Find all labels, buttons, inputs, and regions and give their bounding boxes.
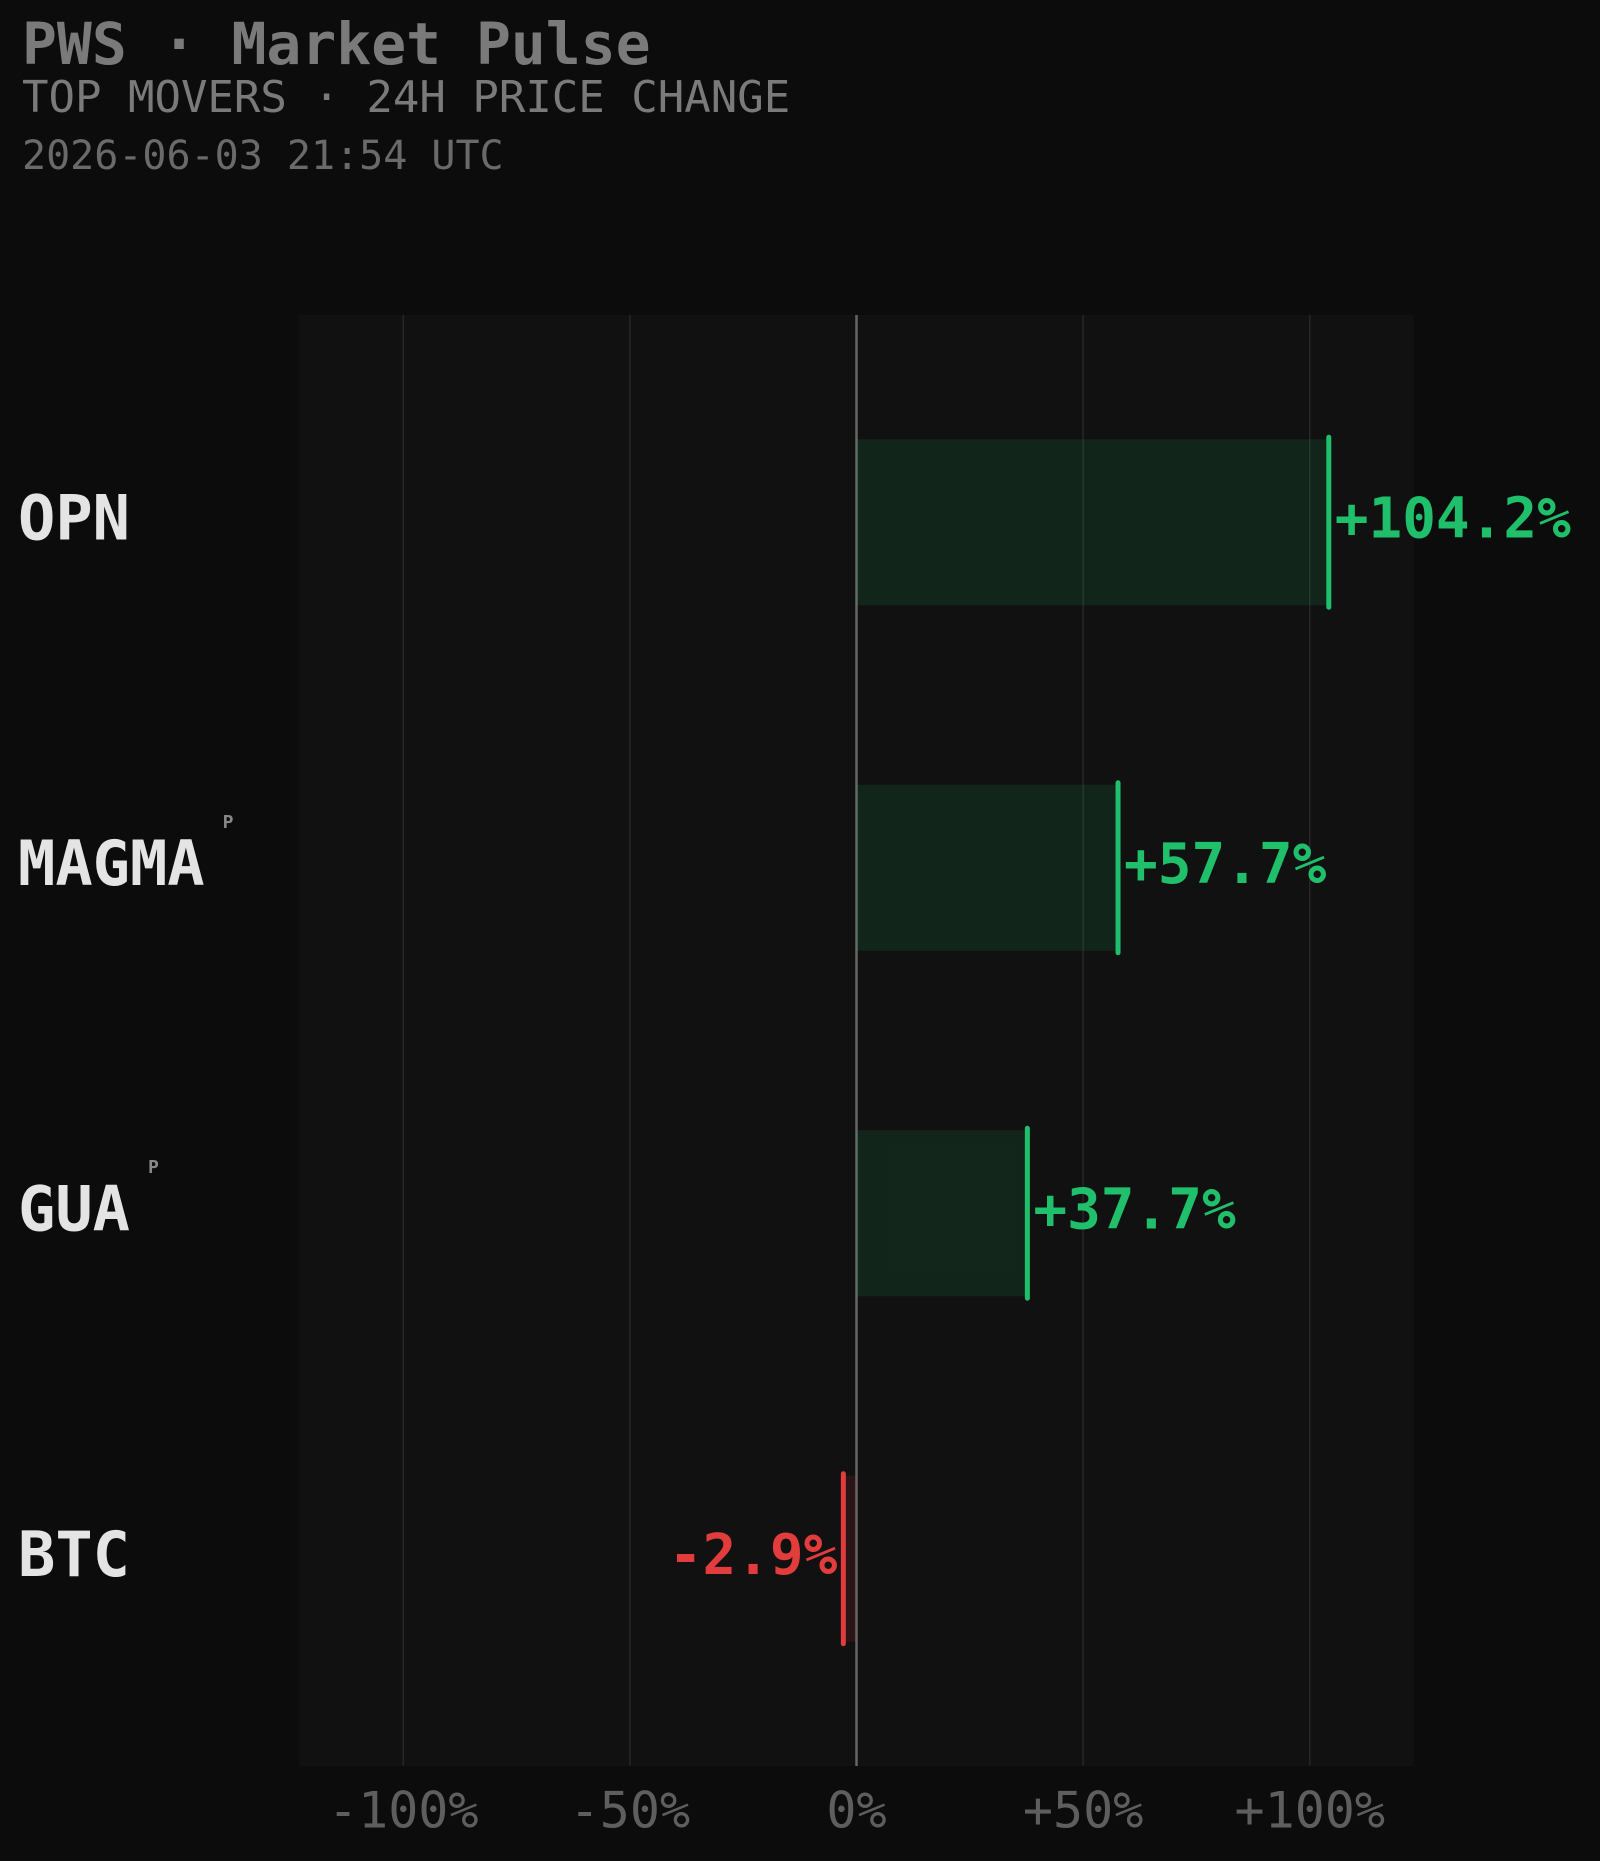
category-label: MAGMA — [18, 827, 205, 900]
bar — [856, 1130, 1028, 1297]
bar — [856, 784, 1119, 951]
category-label: OPN — [18, 481, 130, 554]
x-tick-label: -100% — [328, 1782, 479, 1840]
x-tick-label: +50% — [1023, 1782, 1143, 1840]
badge: P — [223, 812, 234, 833]
value-label: +104.2% — [1335, 486, 1571, 551]
value-label: -2.9% — [669, 1523, 838, 1588]
x-tick-label: +100% — [1234, 1782, 1385, 1840]
category-label: BTC — [18, 1518, 130, 1591]
value-label: +57.7% — [1124, 832, 1327, 897]
value-label: +37.7% — [1033, 1177, 1236, 1242]
chart-subtitle: TOP MOVERS · 24H PRICE CHANGE — [22, 72, 790, 123]
chart-title: PWS · Market Pulse — [22, 10, 651, 78]
bar — [856, 439, 1329, 606]
bar — [843, 1475, 857, 1642]
badge: P — [148, 1157, 159, 1178]
category-label: GUA — [18, 1172, 130, 1245]
x-tick-label: -50% — [570, 1782, 690, 1840]
x-tick-label: 0% — [826, 1782, 886, 1840]
timestamp: 2026-06-03 21:54 UTC — [22, 133, 504, 179]
